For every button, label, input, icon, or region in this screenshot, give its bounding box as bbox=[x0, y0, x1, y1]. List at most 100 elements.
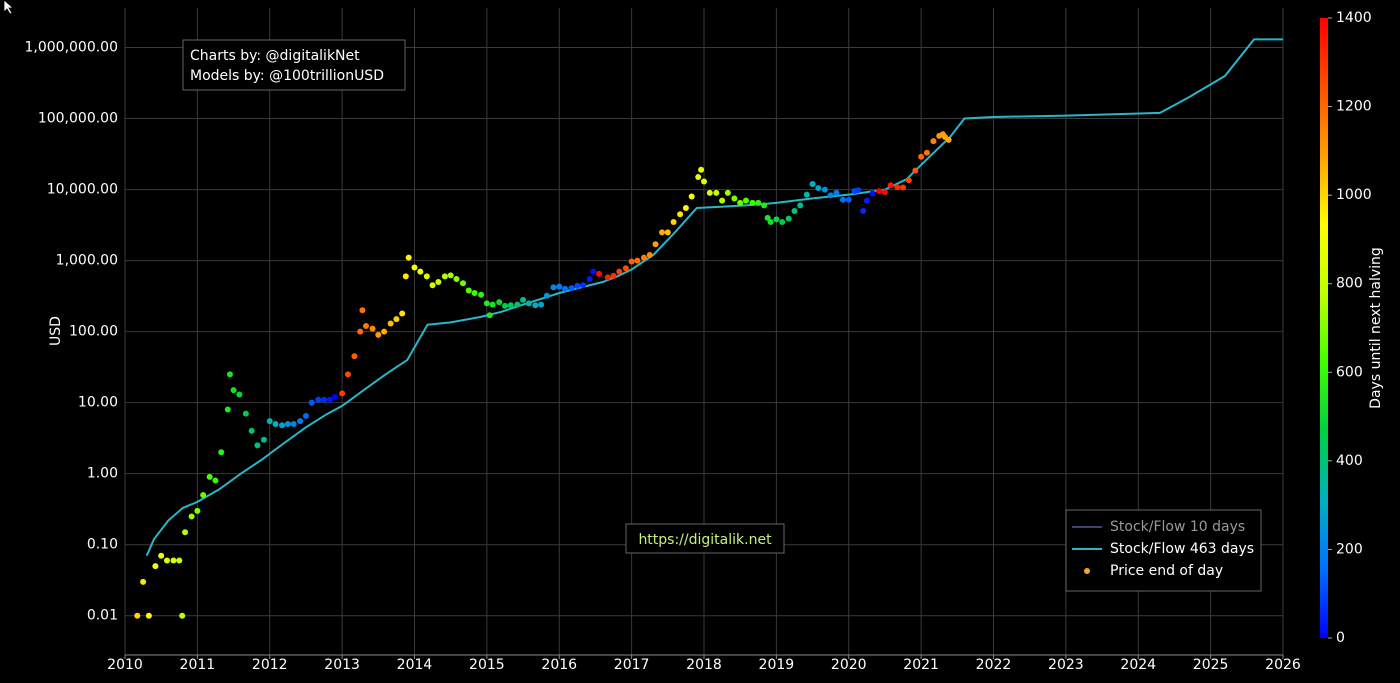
price-point bbox=[568, 285, 575, 292]
price-point bbox=[387, 320, 394, 327]
price-point bbox=[435, 278, 442, 285]
price-point bbox=[351, 353, 358, 360]
colorbar-label: Days until next halving bbox=[1368, 247, 1384, 409]
price-point bbox=[930, 138, 937, 145]
price-point bbox=[514, 301, 521, 308]
x-tick-label: 2010 bbox=[107, 657, 143, 673]
price-point bbox=[429, 282, 436, 289]
price-point bbox=[855, 187, 862, 194]
credit-models: Models by: @100trillionUSD bbox=[190, 68, 384, 84]
price-point bbox=[543, 292, 550, 299]
price-point bbox=[719, 197, 726, 204]
price-point bbox=[580, 282, 587, 289]
price-point bbox=[761, 202, 768, 209]
x-tick-label: 2011 bbox=[180, 657, 216, 673]
price-point bbox=[622, 265, 629, 272]
price-point bbox=[755, 199, 762, 206]
price-point bbox=[152, 563, 159, 570]
price-point bbox=[538, 301, 545, 308]
price-point bbox=[226, 371, 233, 378]
x-tick-label: 2013 bbox=[324, 657, 360, 673]
price-point bbox=[179, 612, 186, 619]
price-point bbox=[749, 199, 756, 206]
price-point bbox=[596, 270, 603, 277]
line-series bbox=[145, 38, 1283, 557]
price-point bbox=[140, 578, 147, 585]
price-point bbox=[266, 418, 273, 425]
price-point bbox=[393, 316, 400, 323]
x-tick-label: 2019 bbox=[759, 657, 795, 673]
price-point bbox=[254, 442, 261, 449]
price-point bbox=[417, 268, 424, 275]
price-point bbox=[453, 276, 460, 283]
price-point bbox=[809, 180, 816, 187]
price-point bbox=[145, 612, 152, 619]
price-point bbox=[520, 296, 527, 303]
price-point bbox=[677, 211, 684, 218]
legend-box bbox=[1065, 509, 1262, 592]
price-point bbox=[363, 322, 370, 329]
price-point bbox=[695, 174, 702, 181]
price-point bbox=[236, 391, 243, 398]
price-point bbox=[344, 371, 351, 378]
price-point bbox=[610, 272, 617, 279]
price-point bbox=[923, 149, 930, 156]
price-point bbox=[646, 251, 653, 258]
price-point bbox=[767, 218, 774, 225]
price-point bbox=[797, 202, 804, 209]
y-tick-label: 100.00 bbox=[69, 324, 118, 340]
price-point bbox=[628, 258, 635, 265]
legend-label: Stock/Flow 10 days bbox=[1110, 519, 1245, 535]
price-point bbox=[331, 394, 338, 401]
price-point bbox=[698, 166, 705, 173]
price-point bbox=[713, 189, 720, 196]
price-point bbox=[945, 136, 952, 143]
price-point bbox=[170, 557, 177, 564]
price-point bbox=[212, 477, 219, 484]
y-tick-label: 0.01 bbox=[87, 608, 118, 624]
price-point bbox=[876, 188, 883, 195]
price-point bbox=[399, 310, 406, 317]
price-point bbox=[604, 274, 611, 281]
price-point bbox=[550, 284, 557, 291]
price-point bbox=[664, 229, 671, 236]
price-point bbox=[182, 529, 189, 536]
price-point bbox=[489, 301, 496, 308]
price-point bbox=[860, 207, 867, 214]
price-point bbox=[357, 328, 364, 335]
x-tick-label: 2018 bbox=[686, 657, 722, 673]
price-point bbox=[302, 412, 309, 419]
price-point bbox=[912, 167, 919, 174]
url-text: https://digitalik.net bbox=[638, 532, 772, 548]
price-point bbox=[590, 268, 597, 275]
price-point bbox=[194, 507, 201, 514]
price-point bbox=[206, 473, 213, 480]
axes: 2010 2011 2012 2013 2014 2015 2016 2017 2018 2019… bbox=[24, 40, 1300, 673]
price-point bbox=[821, 186, 828, 193]
price-point bbox=[724, 189, 731, 196]
legend-swatch bbox=[1084, 568, 1090, 574]
price-point bbox=[272, 421, 279, 428]
x-tick-label: 2020 bbox=[831, 657, 867, 673]
price-point bbox=[158, 552, 165, 559]
price-point bbox=[803, 191, 810, 198]
price-point bbox=[423, 273, 430, 280]
price-point bbox=[248, 427, 255, 434]
price-point bbox=[459, 280, 466, 287]
colorbar-tick-label: 800 bbox=[1336, 276, 1363, 292]
x-tick-label: 2024 bbox=[1120, 657, 1156, 673]
colorbar: 0 200 400 600 800 1000 1200 1400 Days until next… bbox=[1320, 10, 1384, 646]
price-point bbox=[791, 207, 798, 214]
price-point bbox=[441, 273, 448, 280]
price-point bbox=[525, 300, 532, 307]
y-tick-label: 1,000.00 bbox=[56, 253, 118, 269]
price-point bbox=[706, 189, 713, 196]
price-point bbox=[188, 513, 195, 520]
price-point bbox=[297, 418, 304, 425]
lines bbox=[145, 38, 1283, 557]
price-point bbox=[586, 276, 593, 283]
price-point bbox=[381, 328, 388, 335]
price-point bbox=[402, 273, 409, 280]
price-point bbox=[845, 196, 852, 203]
price-point bbox=[200, 492, 207, 499]
